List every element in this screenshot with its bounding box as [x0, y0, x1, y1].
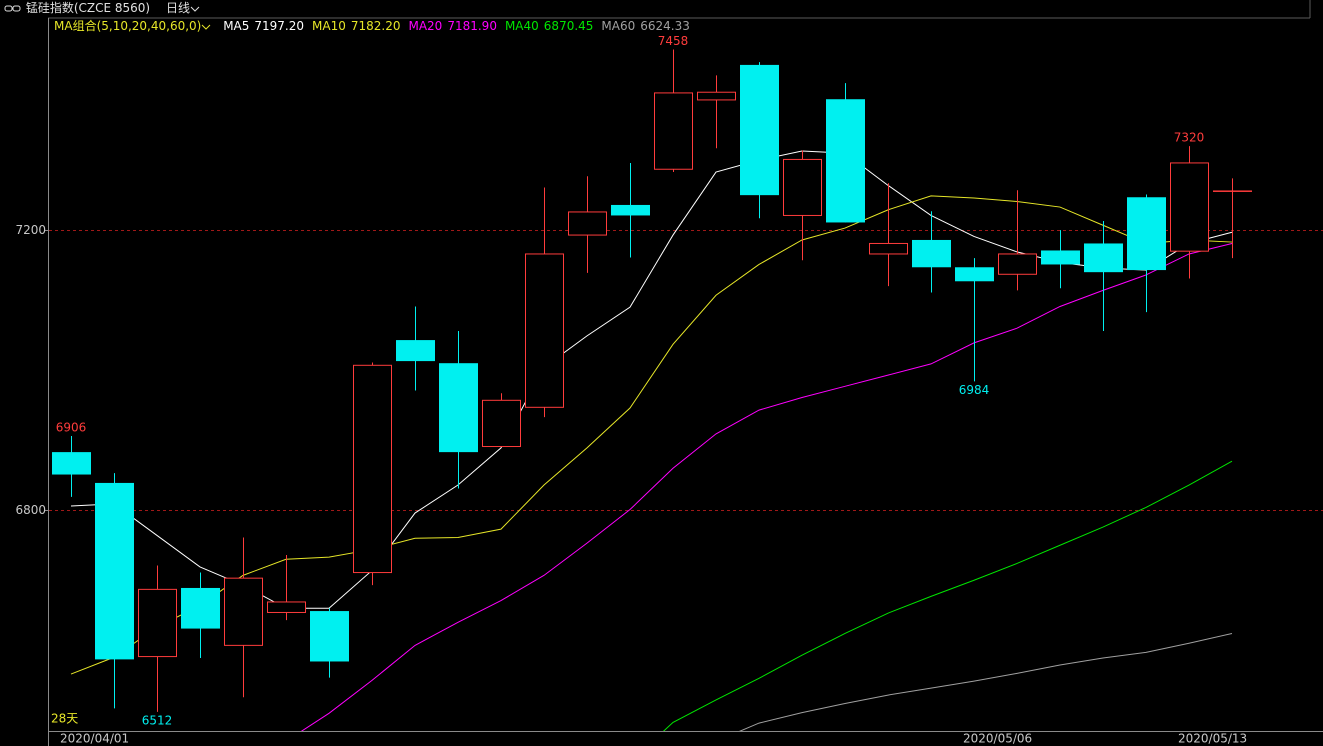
candle-body — [869, 242, 908, 255]
indicator-dropdown-icon[interactable] — [201, 23, 211, 31]
candle-body — [353, 364, 392, 574]
legend-value: 7182.20 — [350, 19, 401, 33]
candle-body — [224, 577, 263, 646]
candle-body — [1170, 162, 1209, 252]
candle-body — [611, 204, 650, 216]
legend: MA组合(5,10,20,40,60,0) MA5 7197.20 MA10 7182… — [54, 17, 698, 35]
annotation: 28天 — [51, 712, 78, 726]
ma-line — [739, 632, 1233, 731]
candle-body — [267, 601, 306, 613]
legend-name: MA10 — [312, 19, 346, 33]
candle-body — [955, 267, 994, 282]
legend-value: 7197.20 — [254, 19, 305, 33]
candle-body — [1041, 250, 1080, 265]
x-tick-label: 2020/05/13 — [1178, 732, 1247, 746]
header: 锰硅指数(CZCE 8560) 日线 — [4, 0, 200, 17]
y-tick-label: 7200 — [15, 223, 46, 237]
grid — [44, 230, 1323, 511]
candle-body — [783, 158, 822, 216]
extreme-label: 6906 — [56, 421, 87, 435]
legend-value: 7181.90 — [447, 19, 497, 33]
ma-line — [70, 195, 1233, 675]
period[interactable]: 日线 — [165, 1, 190, 15]
x-tick-label: 2020/05/06 — [963, 732, 1032, 746]
candles — [52, 49, 1252, 712]
candle-body — [1213, 190, 1252, 192]
candle-body — [1084, 243, 1123, 273]
legend-name: MA40 — [504, 19, 539, 33]
legend-name: MA60 — [601, 19, 636, 33]
candle-body — [654, 92, 693, 170]
instrument-title: 锰硅指数(CZCE 8560) — [25, 1, 151, 15]
legend-value: 6870.45 — [543, 19, 594, 33]
x-tick-label: 2020/04/01 — [60, 732, 129, 746]
candle-body — [740, 64, 779, 196]
indicator-name[interactable]: MA组合(5,10,20,40,60,0) — [54, 19, 202, 33]
candle-body — [482, 399, 521, 448]
legend-name: MA5 — [223, 19, 250, 33]
candle-body — [310, 611, 349, 662]
extreme-label: 7320 — [1174, 131, 1205, 145]
legend-name: MA20 — [408, 19, 443, 33]
candle-body — [396, 340, 435, 362]
candle-body — [697, 91, 736, 101]
extreme-label: 7458 — [658, 34, 689, 48]
y-tick-label: 6800 — [15, 503, 46, 517]
ma-line — [70, 150, 1233, 609]
candle-body — [52, 452, 91, 475]
candle-body — [439, 363, 478, 453]
candle-body — [138, 588, 177, 658]
labels: 6800 7200 2020/04/01 2020/05/06 2020/05/13 69… — [15, 34, 1247, 745]
ma-line — [300, 242, 1233, 731]
candle-body — [912, 239, 951, 268]
candle-body — [181, 587, 220, 629]
candle-body — [826, 99, 865, 223]
extreme-label: 6512 — [142, 713, 173, 727]
candle-body — [998, 253, 1037, 275]
candle-body — [568, 211, 607, 236]
candle-body — [95, 482, 134, 660]
ma-line — [662, 460, 1233, 731]
moving-averages — [70, 150, 1233, 731]
candle-body — [1127, 197, 1166, 271]
link-icon — [4, 5, 21, 11]
period-dropdown-icon[interactable] — [190, 5, 200, 13]
extreme-label: 6984 — [959, 383, 990, 397]
legend-value: 6624.33 — [640, 19, 690, 33]
candle-body — [525, 253, 564, 408]
